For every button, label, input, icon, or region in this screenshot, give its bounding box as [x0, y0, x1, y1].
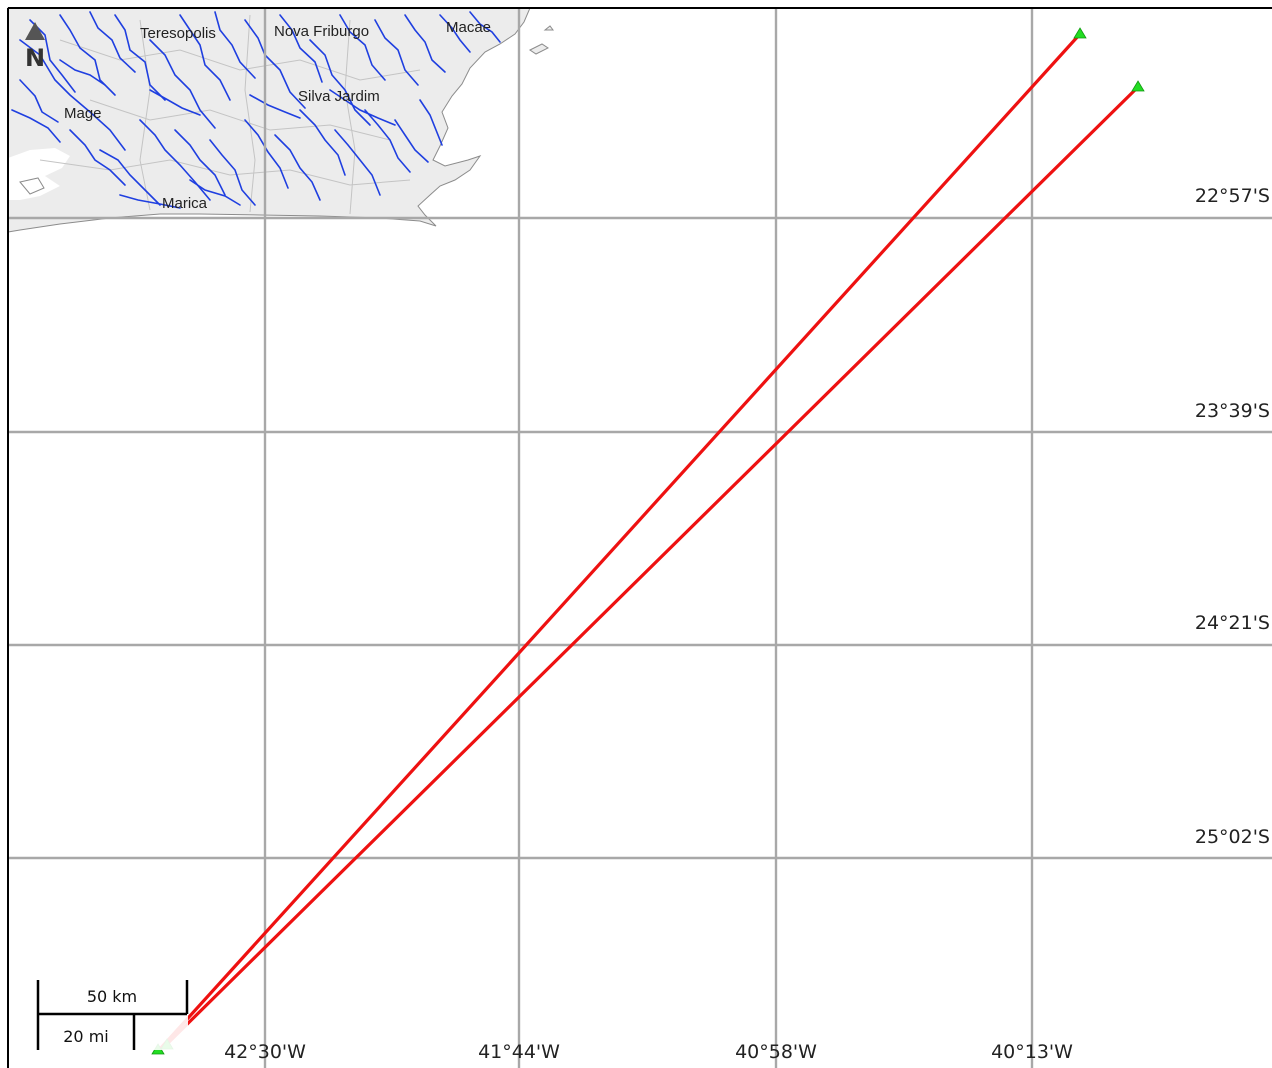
river: [364, 109, 411, 173]
place-label-nova-friburgo: Nova Friburgo: [274, 23, 369, 40]
river: [329, 89, 396, 126]
river: [179, 14, 231, 101]
waypoint-marker[interactable]: [1073, 27, 1087, 39]
lon-label: 41°44'W: [478, 1041, 560, 1063]
graticule: [8, 8, 1272, 1068]
place-labels: Teresopolis Nova Friburgo Macae Mage Sil…: [64, 19, 491, 212]
coast-islet: [543, 25, 554, 31]
north-arrow-icon: N: [25, 22, 45, 72]
river: [214, 11, 256, 79]
north-arrow-letter: N: [25, 44, 45, 72]
river: [279, 14, 323, 83]
river: [249, 94, 301, 119]
river: [11, 109, 61, 143]
river: [69, 129, 126, 186]
place-label-marica: Marica: [162, 195, 208, 212]
track-line[interactable]: [158, 32, 1082, 1051]
scale-bar: 50 km 20 mi: [36, 978, 189, 1050]
river: [419, 99, 443, 146]
river: [59, 59, 106, 86]
river: [439, 14, 471, 53]
river: [114, 14, 166, 101]
river: [394, 119, 429, 163]
lon-label: 42°30'W: [224, 1041, 306, 1063]
river: [244, 19, 306, 109]
river: [469, 11, 501, 43]
river: [119, 194, 181, 209]
river: [149, 89, 201, 116]
lat-label: 23°39'S: [1195, 400, 1270, 422]
rivers-layer: [11, 11, 501, 209]
lat-label: 25°02'S: [1195, 826, 1270, 848]
river: [149, 39, 216, 129]
coast-islet: [19, 177, 45, 195]
river: [19, 79, 59, 123]
river: [334, 129, 381, 196]
river: [404, 14, 446, 73]
river: [89, 11, 136, 73]
river: [19, 39, 126, 151]
river: [274, 134, 321, 201]
river: [209, 139, 256, 206]
river: [309, 39, 371, 126]
lon-label: 40°58'W: [735, 1041, 817, 1063]
river: [29, 19, 76, 93]
river: [339, 14, 386, 81]
waypoint-marker[interactable]: [1131, 80, 1145, 92]
scale-bar-km-label: 50 km: [87, 987, 137, 1006]
coast-islet: [529, 43, 549, 55]
tracks-layer[interactable]: [158, 32, 1140, 1051]
river: [174, 129, 226, 196]
lon-label: 40°13'W: [991, 1041, 1073, 1063]
lat-labels: 22°57'S 23°39'S 24°21'S 25°02'S: [1195, 185, 1270, 848]
north-arrow-head: [25, 22, 45, 40]
river: [299, 109, 346, 176]
river: [189, 179, 241, 206]
river: [374, 19, 419, 86]
lat-label: 22°57'S: [1195, 185, 1270, 207]
place-label-mage: Mage: [64, 105, 102, 122]
place-label-silva-jardim: Silva Jardim: [298, 88, 380, 105]
scale-bar-mi-label: 20 mi: [63, 1027, 108, 1046]
place-label-macae: Macae: [446, 19, 491, 36]
river: [99, 149, 161, 206]
lat-label: 24°21'S: [1195, 612, 1270, 634]
guanabara-bay: [8, 148, 70, 200]
river: [244, 119, 289, 189]
lon-labels: 42°30'W 41°44'W 40°58'W 40°13'W: [224, 1041, 1073, 1063]
track-line[interactable]: [165, 85, 1140, 1046]
place-label-teresopolis: Teresopolis: [140, 25, 216, 42]
map-frame: [7, 7, 1272, 1068]
coastline: [7, 7, 531, 233]
